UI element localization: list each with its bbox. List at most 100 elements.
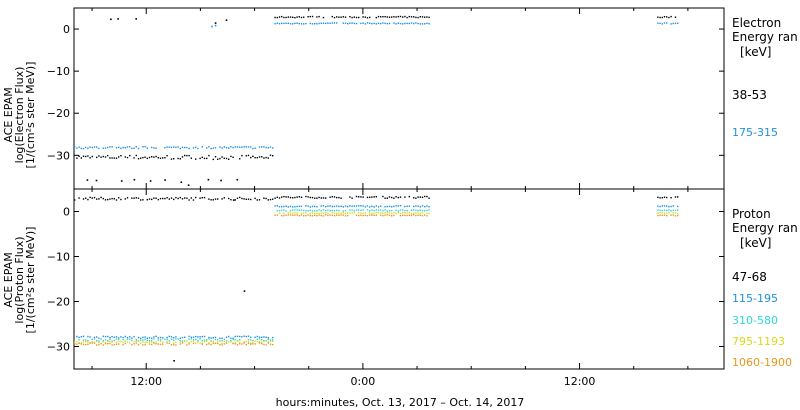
data-point: [91, 338, 93, 340]
data-point: [111, 340, 113, 342]
data-point: [195, 338, 197, 340]
data-point: [391, 206, 393, 208]
data-point: [252, 155, 254, 157]
data-point: [366, 205, 369, 207]
data-point: [93, 336, 96, 339]
data-point: [331, 212, 333, 214]
data-point: [85, 343, 87, 346]
data-point: [219, 340, 221, 342]
data-point: [677, 214, 679, 217]
data-point: [267, 199, 269, 201]
data-point: [661, 212, 663, 214]
data-point: [426, 22, 428, 24]
data-point: [82, 339, 85, 341]
data-point: [666, 212, 668, 214]
data-point: [388, 196, 391, 198]
data-point: [133, 343, 135, 345]
data-point: [661, 205, 663, 207]
data-point: [76, 157, 78, 159]
data-point: [338, 212, 340, 214]
data-point: [272, 343, 274, 346]
data-point: [254, 157, 256, 159]
data-point: [177, 338, 179, 340]
data-point: [124, 342, 126, 345]
data-point: [207, 178, 210, 181]
data-point: [115, 147, 118, 149]
data-point: [397, 210, 399, 212]
data-point: [164, 157, 166, 159]
data-point: [107, 198, 109, 201]
data-point: [142, 339, 144, 341]
data-point: [417, 16, 419, 19]
data-point: [102, 341, 104, 343]
data-point: [424, 214, 426, 216]
data-point: [393, 22, 395, 24]
data-point: [188, 154, 190, 157]
data-point: [199, 338, 201, 340]
data-point: [201, 342, 203, 344]
y-tick-label: −10: [47, 251, 70, 264]
data-point: [126, 146, 129, 148]
data-point: [320, 22, 322, 24]
data-point: [366, 215, 369, 217]
data-point: [340, 205, 342, 207]
electron-ylabel-line-1: ACE EPAM: [2, 87, 15, 142]
data-point: [137, 336, 140, 339]
data-point: [214, 342, 217, 344]
data-point: [674, 16, 677, 18]
data-point: [252, 343, 254, 345]
data-point: [250, 156, 252, 159]
data-point: [349, 212, 351, 214]
data-point: [261, 146, 263, 148]
data-point: [340, 214, 342, 216]
data-point: [188, 338, 190, 340]
data-point: [159, 197, 162, 200]
proton-legend-title: Proton: [732, 207, 771, 221]
data-point: [285, 22, 287, 24]
data-point: [316, 215, 318, 217]
electron-panel-frame: [73, 7, 725, 190]
data-point: [329, 205, 331, 207]
data-point: [404, 212, 406, 214]
data-point: [126, 197, 129, 199]
data-point: [76, 341, 78, 343]
data-point: [234, 335, 236, 338]
data-point: [250, 198, 252, 201]
data-point: [95, 179, 98, 182]
data-point: [342, 206, 344, 208]
data-point: [261, 336, 263, 338]
data-point: [373, 196, 375, 198]
data-point: [296, 22, 298, 24]
data-point: [98, 198, 100, 200]
data-point: [137, 158, 140, 160]
data-point: [230, 155, 232, 158]
data-point: [371, 214, 373, 216]
data-point: [263, 343, 265, 346]
data-point: [146, 199, 148, 201]
y-tick-label: −30: [47, 341, 70, 354]
data-point: [230, 199, 232, 201]
data-point: [294, 196, 296, 199]
data-point: [333, 210, 336, 212]
data-point: [362, 209, 364, 211]
data-point: [415, 197, 417, 199]
data-point: [155, 335, 157, 337]
data-point: [78, 339, 80, 341]
data-point: [239, 196, 241, 199]
data-point: [674, 215, 677, 217]
y-tick-label: −20: [47, 296, 70, 309]
data-point: [391, 16, 393, 18]
data-point: [111, 336, 113, 338]
data-point: [340, 212, 342, 215]
data-point: [102, 155, 104, 158]
data-point: [225, 336, 228, 338]
data-point: [102, 197, 104, 200]
data-point: [166, 342, 168, 344]
data-point: [666, 16, 668, 18]
data-point: [131, 337, 133, 339]
data-point: [355, 209, 358, 211]
data-point: [410, 16, 413, 18]
data-point: [278, 197, 281, 199]
data-point: [120, 336, 122, 338]
data-point: [663, 196, 666, 198]
